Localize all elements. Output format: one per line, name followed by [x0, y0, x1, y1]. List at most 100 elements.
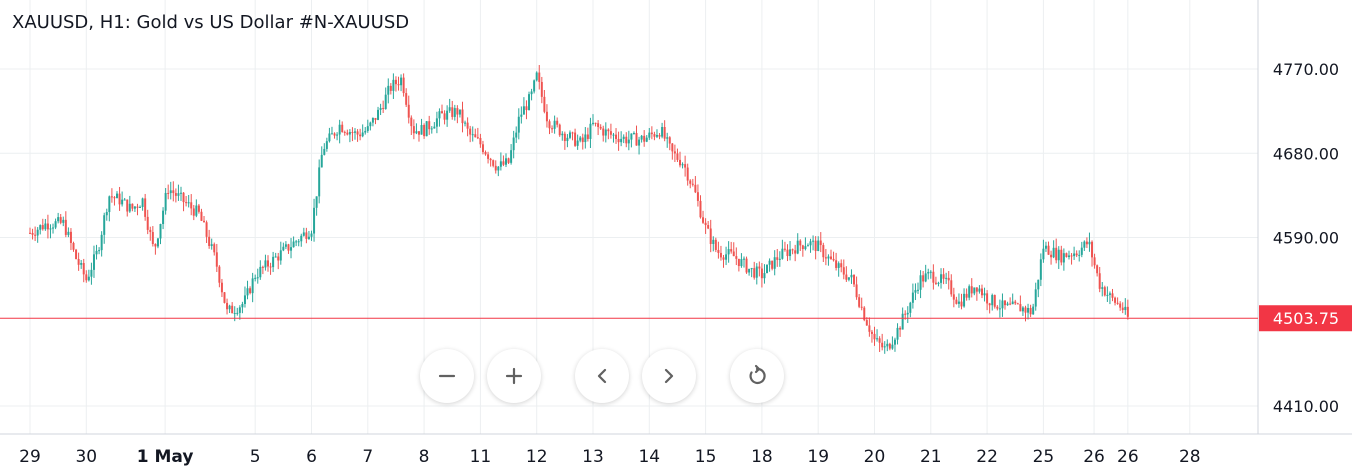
zoom-in-button[interactable] — [487, 349, 541, 403]
candle-body — [520, 114, 523, 117]
candle-body — [423, 125, 426, 137]
candle-body — [154, 244, 157, 247]
candle-body — [896, 327, 899, 340]
candle-body — [586, 134, 589, 139]
candle-body — [382, 107, 385, 109]
candle-body — [415, 131, 418, 134]
candle-body — [922, 275, 925, 282]
candle-body — [945, 277, 948, 279]
candle-body — [686, 167, 689, 181]
candle-body — [72, 242, 75, 250]
candle-body — [924, 273, 927, 282]
candle-body — [348, 131, 351, 135]
candle-body — [648, 132, 651, 138]
candle-body — [625, 136, 628, 144]
candle-body — [110, 196, 113, 198]
candle-body — [609, 131, 612, 135]
candle-body — [1044, 245, 1047, 249]
candle-body — [1009, 303, 1012, 305]
candle-body — [164, 192, 167, 211]
candle-body — [901, 313, 904, 330]
candle-body — [627, 139, 630, 144]
candle-body — [640, 135, 643, 140]
candle-body — [812, 240, 815, 242]
candle-body — [632, 132, 635, 134]
time-tick-label: 20 — [864, 447, 886, 467]
candle-body — [458, 109, 461, 115]
candle-body — [581, 137, 584, 143]
candle-body — [320, 154, 323, 168]
candle-body — [740, 259, 743, 267]
candle-body — [717, 249, 720, 253]
candle-body — [604, 129, 607, 136]
candle-body — [162, 210, 165, 225]
price-axis[interactable]: 4770.00 4680.00 4590.00 4410.00 — [1273, 60, 1339, 416]
candle-body — [658, 135, 661, 137]
candle-body — [461, 109, 464, 124]
scroll-right-button[interactable] — [642, 349, 696, 403]
candle-body — [668, 137, 671, 144]
candle-body — [62, 219, 65, 223]
candle-body — [243, 295, 246, 304]
time-tick-label: 22 — [976, 447, 998, 467]
candle-body — [92, 254, 95, 270]
candle-body — [1037, 279, 1040, 290]
candle-body — [579, 137, 582, 141]
candle-body — [159, 224, 162, 239]
candle-body — [814, 240, 817, 251]
candle-body — [354, 131, 357, 133]
candle-body — [638, 139, 641, 146]
plus-icon — [505, 367, 523, 385]
time-axis[interactable]: 29 30 1 May 5 6 7 8 11 12 13 14 15 18 19 20 21 22 25 26 26 2… — [19, 447, 1200, 467]
candle-body — [269, 266, 272, 268]
zoom-out-button[interactable] — [420, 349, 474, 403]
candle-body — [824, 257, 827, 259]
candle-body — [1116, 302, 1119, 304]
candle-body — [52, 227, 55, 229]
candle-body — [49, 228, 52, 230]
candle-body — [330, 133, 333, 135]
candle-body — [179, 192, 182, 194]
candle-body — [192, 208, 195, 216]
candle-body — [950, 280, 953, 295]
candle-body — [735, 256, 738, 259]
time-tick-label: 7 — [362, 447, 373, 467]
candle-body — [1078, 254, 1081, 256]
candle-body — [471, 134, 474, 136]
candle-body — [571, 132, 574, 134]
candle-body — [1021, 307, 1024, 312]
candle-body — [842, 267, 845, 275]
candle-body — [822, 245, 825, 258]
candle-body — [510, 150, 513, 163]
candle-body — [655, 135, 658, 137]
candle-body — [364, 130, 367, 133]
candle-body — [274, 256, 277, 258]
candle-body — [428, 121, 431, 130]
candle-body — [1065, 253, 1068, 258]
time-tick-label: 6 — [306, 447, 317, 467]
candle-body — [663, 127, 666, 139]
candle-body — [940, 274, 943, 283]
candle-body — [218, 266, 221, 283]
candle-body — [719, 252, 722, 258]
candle-body — [876, 338, 879, 340]
candle-body — [238, 307, 241, 313]
reset-chart-button[interactable] — [730, 349, 784, 403]
candle-body — [1011, 301, 1014, 305]
candle-body — [36, 229, 39, 236]
candle-body — [650, 132, 653, 135]
scroll-left-button[interactable] — [575, 349, 629, 403]
candle-body — [469, 128, 472, 135]
candle-body — [113, 197, 116, 199]
candle-body — [850, 274, 853, 278]
candle-body — [865, 320, 868, 326]
candle-body — [177, 193, 180, 196]
time-tick-label: 26 — [1083, 447, 1105, 467]
candle-body — [899, 327, 902, 330]
candle-body — [888, 343, 891, 349]
candle-body — [799, 240, 802, 246]
candle-body — [284, 244, 287, 247]
candle-body — [870, 331, 873, 334]
candle-body — [796, 240, 799, 254]
